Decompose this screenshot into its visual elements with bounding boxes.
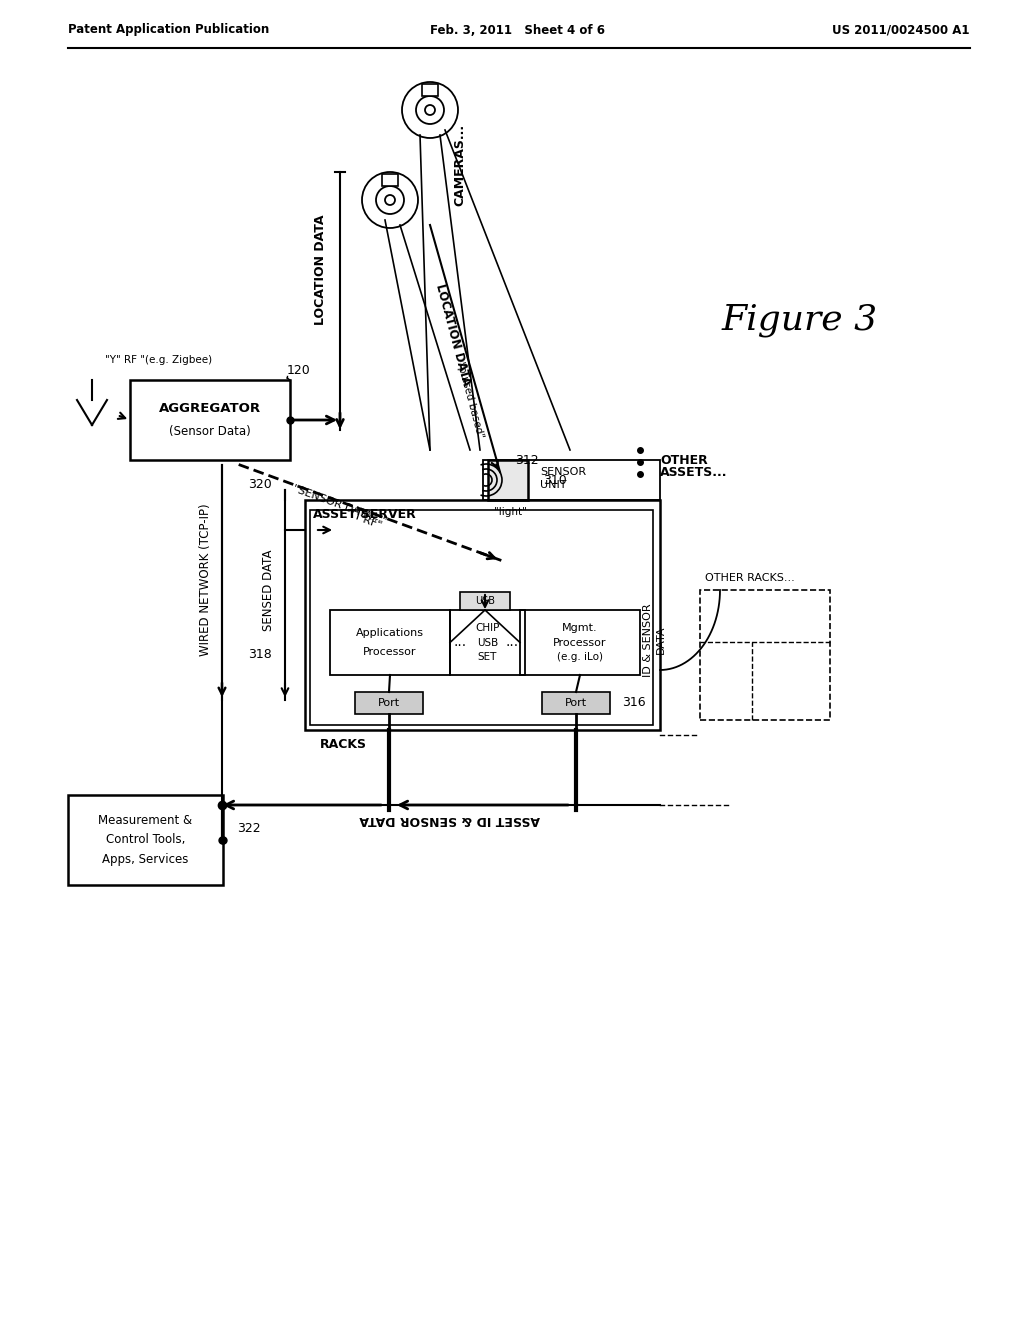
Text: OTHER: OTHER [660, 454, 708, 466]
Bar [450, 610, 525, 675]
Text: UNIT: UNIT [540, 480, 566, 490]
Text: SENSOR: SENSOR [540, 467, 586, 477]
Text: Mgmt.: Mgmt. [562, 623, 598, 634]
Bar [483, 459, 660, 500]
Text: SET: SET [478, 652, 498, 661]
Text: ASSETS...: ASSETS... [660, 466, 727, 479]
Text: OTHER RACKS...: OTHER RACKS... [705, 573, 795, 583]
Text: "light": "light" [494, 507, 526, 517]
Text: 320: 320 [248, 479, 271, 491]
Text: "Y" RF "(e.g. Zigbee): "Y" RF "(e.g. Zigbee) [105, 355, 212, 366]
Text: "RF": "RF" [356, 513, 383, 531]
Text: 310: 310 [543, 474, 566, 487]
Text: USB: USB [475, 597, 495, 606]
Bar [382, 174, 398, 186]
Text: (e.g. iLo): (e.g. iLo) [557, 652, 603, 661]
Text: "SENSOR DATA...": "SENSOR DATA..." [292, 483, 388, 527]
Text: CHIP: CHIP [475, 623, 500, 634]
Bar [68, 795, 223, 884]
Text: US 2011/0024500 A1: US 2011/0024500 A1 [833, 24, 970, 37]
Text: Patent Application Publication: Patent Application Publication [68, 24, 269, 37]
Text: Processor: Processor [553, 638, 607, 648]
Text: AGGREGATOR: AGGREGATOR [159, 401, 261, 414]
Bar [422, 84, 438, 96]
Text: ...: ... [454, 635, 467, 649]
Text: Feb. 3, 2011   Sheet 4 of 6: Feb. 3, 2011 Sheet 4 of 6 [430, 24, 605, 37]
Text: RACKS: RACKS [319, 738, 367, 751]
Bar [310, 510, 653, 725]
Text: Applications: Applications [356, 628, 424, 638]
Bar [542, 692, 610, 714]
Text: Port: Port [378, 698, 400, 708]
Text: 322: 322 [237, 821, 261, 834]
Bar [305, 500, 660, 730]
Text: CAMERAS...: CAMERAS... [454, 124, 467, 206]
Text: 318: 318 [248, 648, 272, 661]
Bar [130, 380, 290, 459]
Text: Apps, Services: Apps, Services [102, 853, 188, 866]
Text: (Sensor Data): (Sensor Data) [169, 425, 251, 438]
Text: LOCATION DATA: LOCATION DATA [433, 282, 473, 388]
Text: USB: USB [477, 638, 498, 648]
Text: 316: 316 [622, 696, 645, 709]
Bar [700, 590, 830, 719]
Text: WIRED NETWORK (TCP-IP): WIRED NETWORK (TCP-IP) [199, 504, 212, 656]
Text: Measurement &: Measurement & [98, 813, 193, 826]
Text: 312: 312 [515, 454, 539, 466]
Bar [520, 610, 640, 675]
Text: ASSET/SERVER: ASSET/SERVER [313, 507, 417, 520]
Text: 120: 120 [287, 363, 310, 376]
Text: DATA: DATA [656, 626, 666, 655]
Text: Figure 3: Figure 3 [722, 304, 878, 337]
Text: LOCATION DATA: LOCATION DATA [313, 215, 327, 325]
Text: Port: Port [565, 698, 587, 708]
Text: SENSED DATA: SENSED DATA [261, 549, 274, 631]
Bar [330, 610, 450, 675]
Text: ASSET ID & SENSOR DATA: ASSET ID & SENSOR DATA [359, 813, 541, 825]
Text: Processor: Processor [364, 647, 417, 657]
Bar [355, 692, 423, 714]
Bar [488, 459, 528, 500]
Text: ID & SENSOR: ID & SENSOR [643, 603, 653, 677]
Text: Control Tools,: Control Tools, [105, 833, 185, 846]
Text: ...: ... [506, 635, 518, 649]
Text: "pulsed based": "pulsed based" [455, 360, 485, 440]
Bar [460, 591, 510, 610]
